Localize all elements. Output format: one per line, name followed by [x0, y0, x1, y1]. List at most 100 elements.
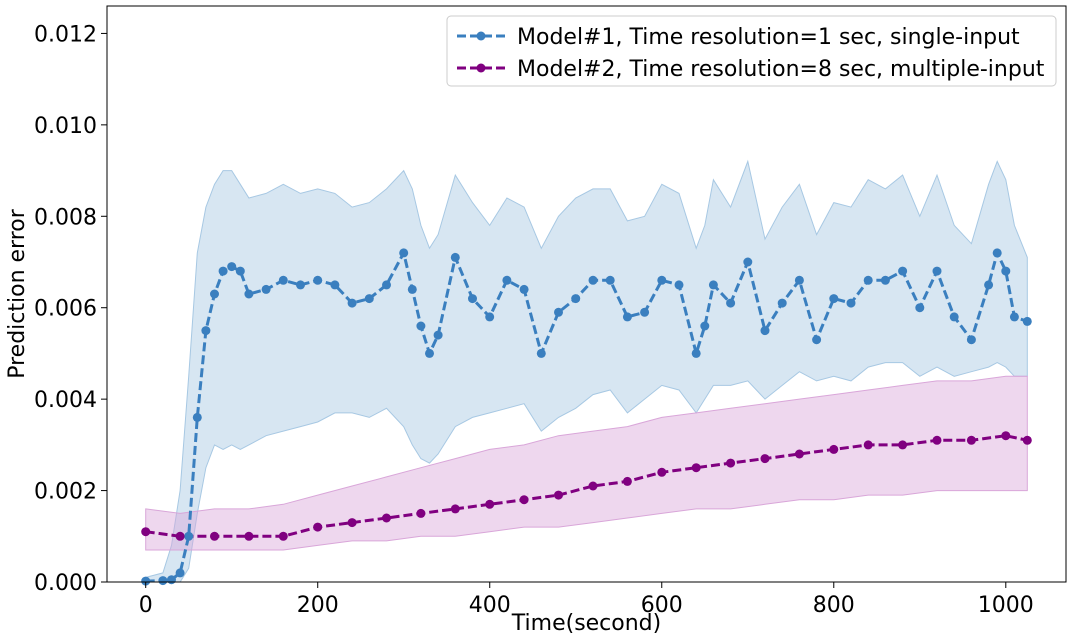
series-1-point: [296, 280, 305, 290]
series-2-point: [313, 522, 323, 532]
x-tick-label: 400: [469, 593, 511, 618]
series-2-point: [175, 531, 185, 541]
series-1-point: [588, 275, 598, 285]
y-axis-label: Prediction error: [5, 208, 30, 378]
series-1-point: [313, 275, 323, 285]
series-1-point: [502, 275, 512, 285]
series-2-point: [726, 458, 736, 468]
series-2-point: [863, 440, 873, 450]
series-2-point: [554, 490, 563, 500]
series-1-point: [244, 289, 254, 299]
series-2-point: [898, 440, 908, 450]
series-2-point: [622, 476, 632, 486]
series-1-point: [141, 576, 151, 586]
series-1-point: [407, 284, 417, 294]
series-2-point: [1022, 435, 1032, 445]
series-points: [141, 248, 1032, 586]
series-1-point: [158, 576, 168, 586]
series-1-point: [700, 321, 710, 331]
series-1-point: [192, 412, 202, 422]
series-1-point: [227, 262, 237, 272]
series-1-point: [846, 298, 856, 308]
legend-box: [446, 15, 1057, 87]
series-1-point: [175, 568, 185, 578]
series-1-point: [640, 307, 650, 317]
series-1-point: [743, 257, 753, 267]
series-1-point: [984, 280, 994, 290]
legend-label: Model#2, Time resolution=8 sec, multiple…: [517, 57, 1045, 82]
series-2-point: [829, 444, 839, 454]
series-2-point: [382, 513, 391, 523]
series-2-point: [691, 463, 701, 473]
y-tick-label: 0.002: [34, 480, 97, 505]
x-tick-label: 0: [139, 593, 153, 618]
series-2-point: [932, 435, 942, 445]
y-tick-label: 0.010: [34, 114, 97, 139]
series-2-point: [760, 454, 770, 464]
series-1-point: [829, 294, 839, 304]
series-2-point: [210, 531, 219, 541]
series-2-point: [485, 499, 495, 509]
x-tick-label: 800: [813, 593, 855, 618]
legend-label: Model#1, Time resolution=1 sec, single-i…: [517, 25, 1020, 50]
legend-swatch-marker: [476, 31, 486, 41]
series-1-point: [794, 275, 804, 285]
x-axis-label: Time(second): [511, 611, 661, 636]
series-1-point: [863, 275, 873, 285]
series-2-point: [347, 518, 357, 528]
series-1-point: [812, 335, 822, 345]
series-2-line: [145, 434, 1028, 538]
series-1-point: [992, 248, 1002, 258]
y-tick-label: 0.012: [34, 22, 97, 47]
series-1-point: [657, 275, 667, 285]
plot-frame: [106, 5, 1067, 583]
series-1-point: [880, 275, 890, 285]
series-1-point: [330, 280, 340, 290]
series-1-point: [777, 298, 787, 308]
y-tick-label: 0.006: [34, 297, 97, 322]
series-1-point: [201, 326, 211, 336]
series-1-point: [605, 275, 615, 285]
series-1-point: [932, 266, 942, 276]
series-1-point: [485, 312, 495, 322]
series-1-point: [433, 330, 443, 340]
y-tick-label: 0.008: [34, 205, 97, 230]
series-1-point: [425, 348, 434, 358]
series-2-point: [794, 449, 804, 459]
series-1-point: [915, 303, 925, 313]
series-1-point: [691, 348, 701, 358]
series-1-point: [760, 326, 770, 336]
y-axis: 0.000 0.002 0.004 0.006 0.008 0.010 0.012: [34, 22, 107, 596]
legend: Model#1, Time resolution=1 sec, single-i…: [446, 15, 1057, 87]
legend-swatch-marker: [476, 63, 486, 73]
series-2-point: [1001, 431, 1011, 441]
series-1-point: [235, 266, 245, 276]
series-1-point: [382, 280, 391, 290]
series-1-point: [167, 575, 176, 585]
series-2-point: [450, 504, 460, 514]
series-1-point: [726, 298, 736, 308]
series-1-point: [966, 335, 976, 345]
series-1-point: [519, 284, 529, 294]
series-1-point: [536, 348, 546, 358]
series-2-point: [141, 527, 151, 537]
series-1-point: [450, 252, 460, 262]
series-1-point: [218, 266, 228, 276]
series-1-point: [1001, 266, 1011, 276]
series-1-point: [708, 280, 718, 290]
series-1-point: [347, 298, 357, 308]
y-tick-label: 0.004: [34, 388, 97, 413]
series-2-point: [588, 481, 598, 491]
x-tick-label: 600: [641, 593, 683, 618]
x-tick-label: 200: [297, 593, 339, 618]
series-2-band: [145, 375, 1028, 551]
series-1-point: [261, 284, 271, 294]
series-1-point: [184, 531, 194, 541]
series-1-point: [949, 312, 959, 322]
series-1-point: [898, 266, 908, 276]
y-tick-label: 0.000: [34, 571, 97, 596]
series-1-point: [364, 294, 374, 304]
series-1-point: [468, 294, 477, 304]
x-tick-label: 1000: [978, 593, 1034, 618]
